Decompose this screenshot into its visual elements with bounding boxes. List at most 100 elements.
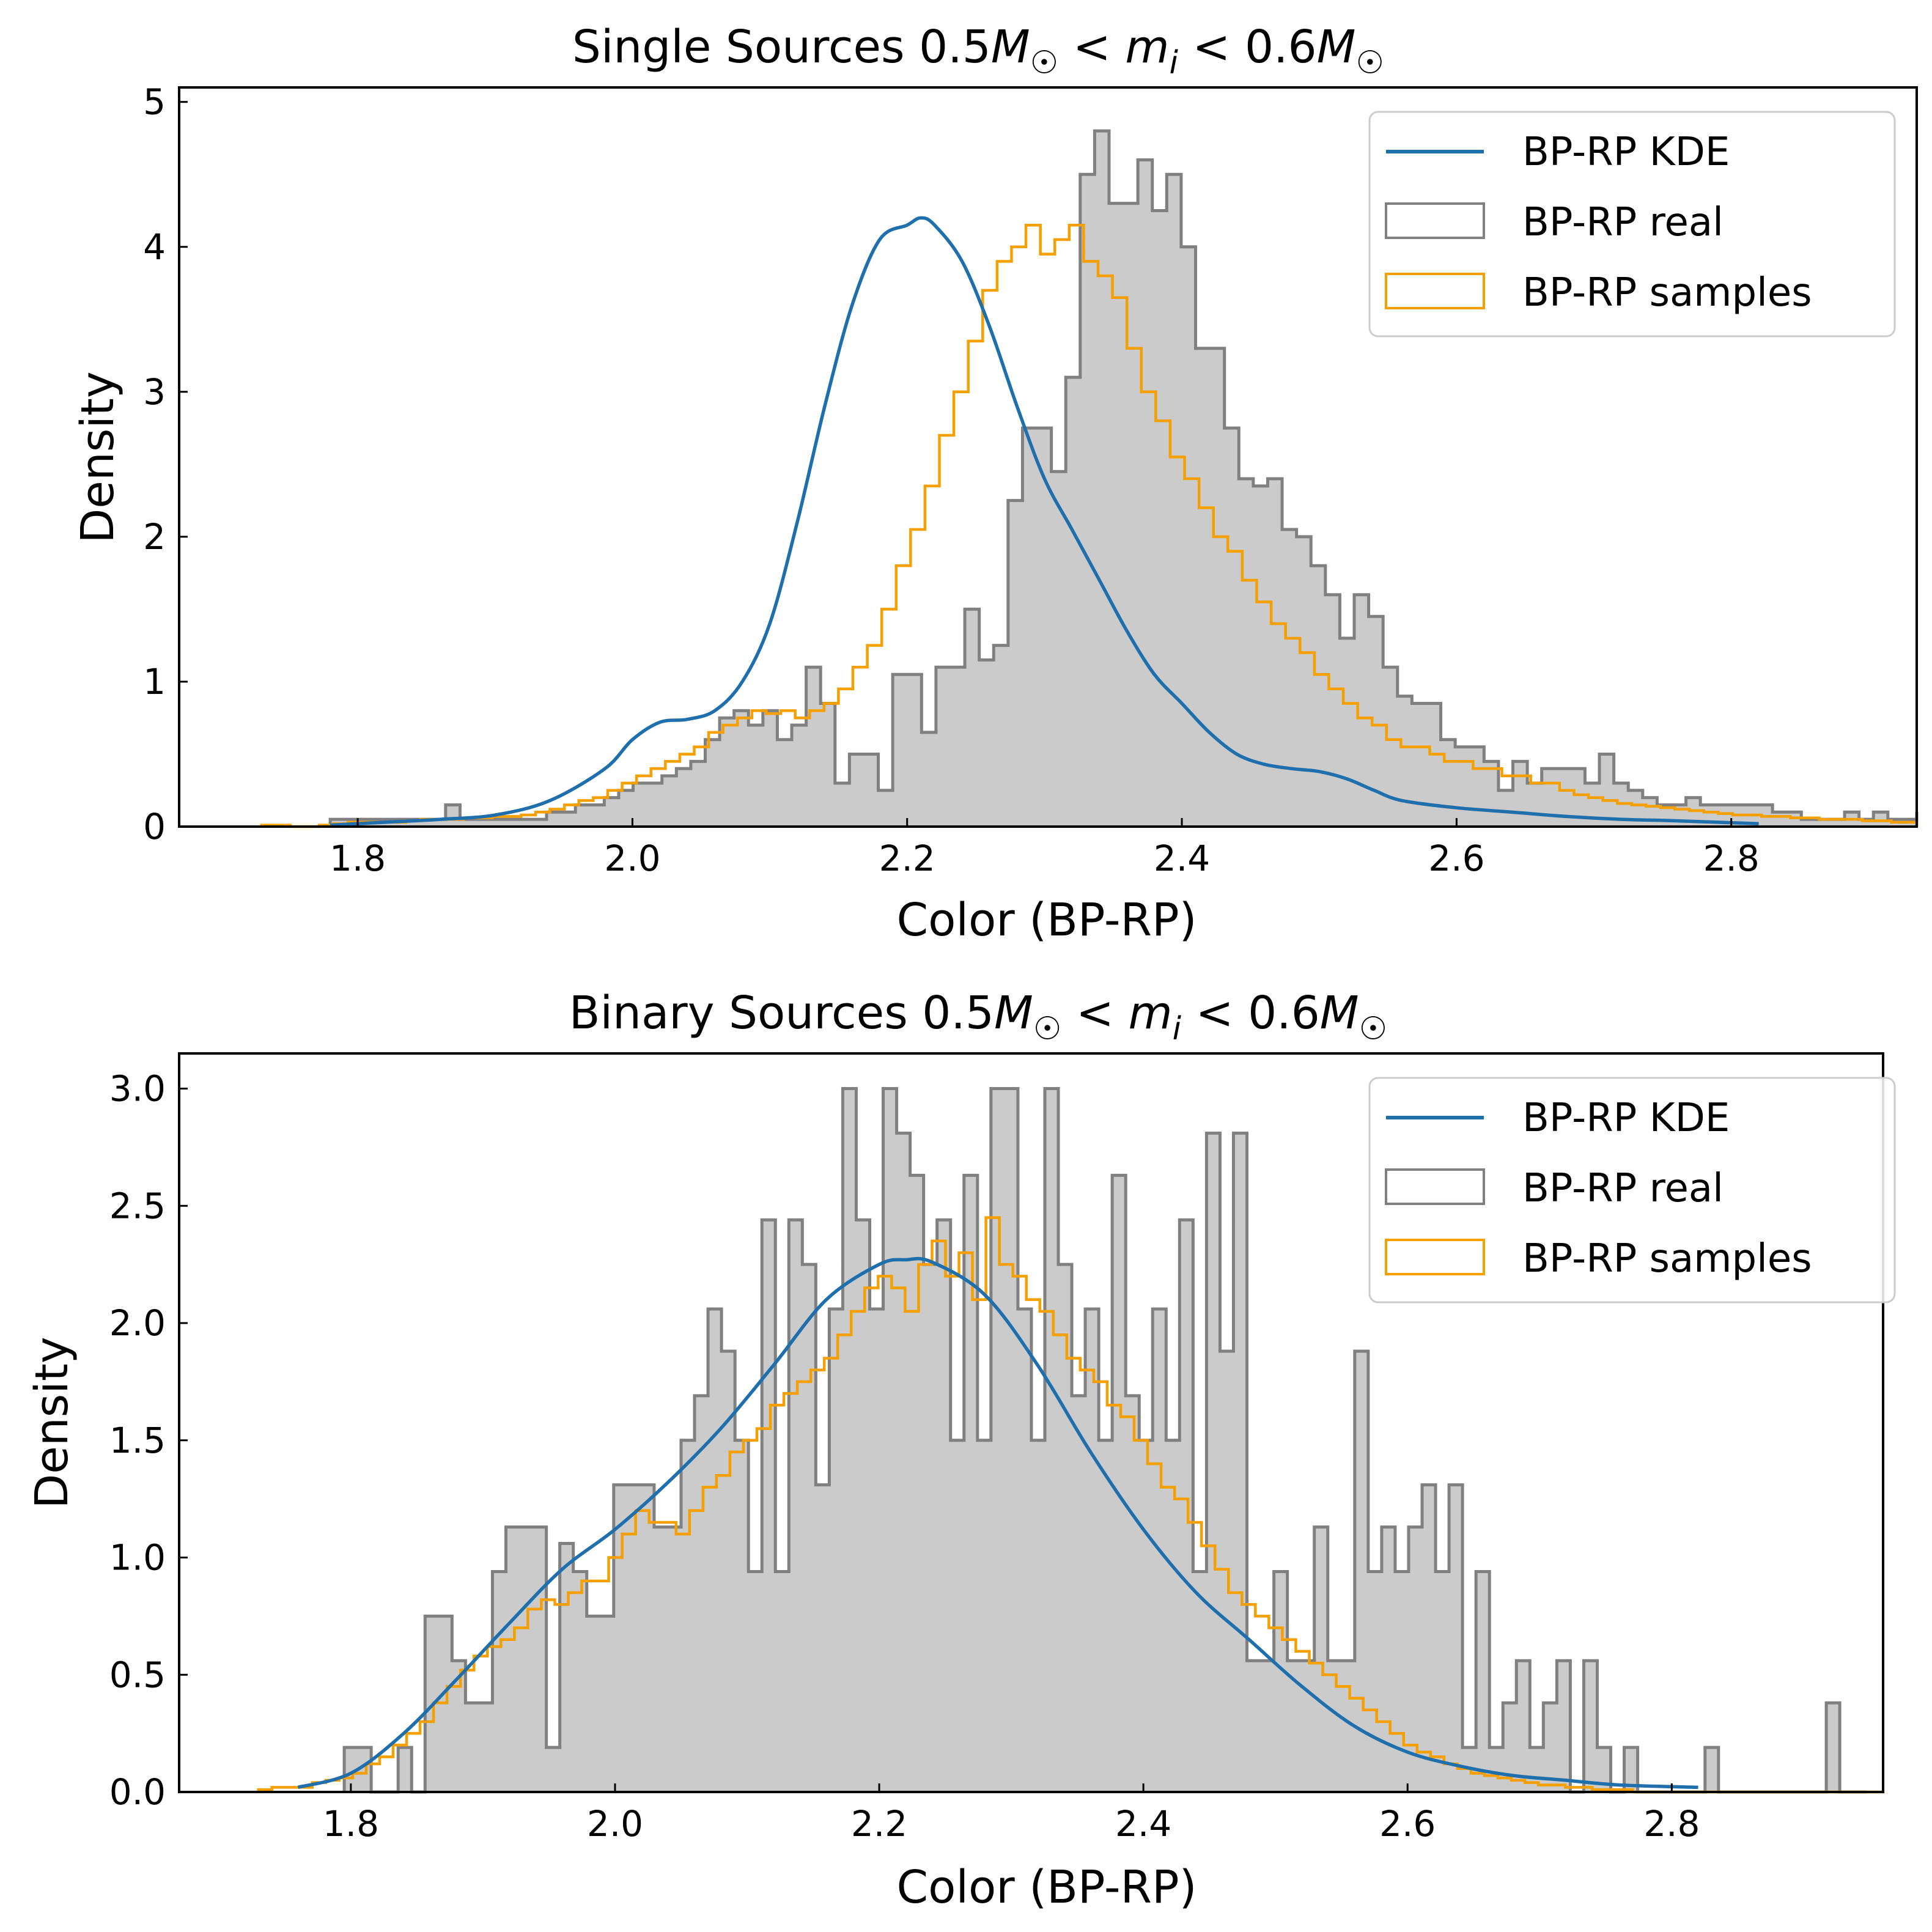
real-histogram-bar	[856, 1220, 870, 1792]
real-histogram-bar	[994, 645, 1009, 827]
real-histogram-bar	[1786, 812, 1802, 827]
real-histogram-bar	[1513, 761, 1528, 827]
real-histogram-bar	[1440, 739, 1456, 827]
real-histogram-bar	[1166, 1440, 1180, 1792]
real-histogram-bar	[1527, 783, 1543, 827]
real-histogram-bar	[1282, 529, 1297, 827]
legend-label-real: BP-RP real	[1522, 1166, 1724, 1211]
title-i: i	[1169, 45, 1178, 81]
real-histogram-bar	[829, 1309, 843, 1792]
y-tick-label: 1	[143, 661, 166, 702]
x-tick-label: 1.8	[330, 838, 386, 879]
real-histogram-bar	[1597, 1747, 1612, 1792]
real-histogram-bar	[1383, 667, 1398, 827]
real-histogram-bar	[1138, 160, 1153, 827]
real-histogram	[342, 1087, 1867, 1794]
kde-line	[330, 216, 1759, 827]
legend-label-kde: BP-RP KDE	[1522, 130, 1730, 175]
real-histogram-bar	[893, 674, 908, 827]
real-histogram-bar	[1325, 594, 1340, 827]
real-histogram-bar	[600, 1616, 614, 1792]
real-histogram-bar	[1801, 819, 1816, 827]
real-histogram-bar	[452, 1661, 466, 1792]
x-tick-label: 2.8	[1643, 1803, 1700, 1845]
real-histogram-bar	[1873, 812, 1889, 827]
real-histogram-bar	[586, 1616, 601, 1792]
real-histogram-bar	[1455, 747, 1470, 827]
real-histogram-bar	[792, 725, 807, 827]
legend-label-real: BP-RP real	[1522, 200, 1724, 245]
title-prefix: Binary Sources 0.5	[569, 987, 994, 1039]
title-sun2: ☉	[1359, 1011, 1388, 1047]
real-histogram-bar	[690, 761, 706, 827]
real-histogram-bar	[1642, 797, 1657, 827]
title-M2: M	[1317, 21, 1356, 73]
panel-single-sources: Single Sources 0.5M☉ < mi < 0.6M☉ 1.8 2.0…	[72, 21, 1919, 946]
real-histogram-bar	[604, 797, 619, 827]
real-histogram-bar	[613, 1484, 628, 1792]
x-tick-label: 2.4	[1154, 838, 1210, 879]
y-axis-label: Density	[26, 1337, 78, 1508]
real-histogram-bar	[1311, 566, 1326, 827]
real-histogram-bar	[748, 1571, 762, 1792]
samples-histogram-outline	[257, 1216, 1885, 1794]
real-histogram-bar	[1022, 428, 1038, 827]
real-histogram-bar	[1210, 348, 1225, 827]
real-histogram-bar	[344, 1747, 358, 1792]
real-histogram-bar	[1224, 428, 1239, 827]
real-histogram-bar	[950, 667, 965, 827]
real-histogram-bar	[695, 1395, 709, 1792]
y-tick-label: 0	[143, 806, 166, 847]
plot-frame	[178, 1052, 1884, 1793]
real-histogram-bar	[1044, 1088, 1059, 1792]
real-histogram-bar	[1599, 754, 1615, 827]
real-histogram-bar	[1489, 1747, 1503, 1792]
real-histogram-bar	[965, 609, 980, 827]
real-histogram-bar	[1484, 761, 1499, 827]
real-histogram-bar	[640, 1484, 655, 1792]
kde-curve	[297, 1256, 1698, 1790]
y-tick-label: 1.5	[109, 1420, 166, 1461]
legend-label-samples: BP-RP samples	[1522, 270, 1812, 315]
real-histogram-bar	[546, 812, 562, 827]
real-histogram-bar	[1516, 1661, 1530, 1792]
legend-samples-swatch	[1385, 1239, 1485, 1275]
real-histogram-bar	[1031, 1440, 1045, 1792]
real-histogram-bar	[1094, 131, 1110, 827]
real-histogram-bar	[1195, 348, 1211, 827]
real-histogram-bar	[633, 783, 648, 827]
real-histogram-bar	[1152, 210, 1167, 827]
real-histogram-bar	[1247, 1661, 1261, 1792]
real-histogram-bar	[517, 819, 533, 827]
y-tick-label: 1.0	[109, 1537, 166, 1579]
real-histogram-bar	[546, 1747, 561, 1792]
title-sun1: ☉	[1030, 45, 1059, 81]
x-tick-label: 2.2	[851, 1803, 907, 1845]
real-histogram-bar	[1395, 1571, 1409, 1792]
real-histogram-bar	[1557, 1661, 1571, 1792]
real-histogram-bar	[1179, 1220, 1193, 1792]
legend: BP-RP KDE BP-RP real BP-RP samples	[1368, 111, 1896, 337]
real-histogram-bar	[869, 1309, 884, 1792]
real-histogram-bar	[977, 1440, 992, 1792]
panel-binary-sources: Binary Sources 0.5M☉ < mi < 0.6M☉ 1.8 2.0…	[26, 987, 1896, 1914]
title-i: i	[1173, 1011, 1182, 1047]
y-tick-label: 0.0	[109, 1771, 166, 1813]
real-histogram-bar	[1058, 1264, 1072, 1792]
real-histogram-bar	[1287, 1661, 1302, 1792]
samples-histogram	[260, 223, 1919, 828]
real-histogram-bar	[990, 1088, 1005, 1792]
legend: BP-RP KDE BP-RP real BP-RP samples	[1368, 1077, 1896, 1303]
real-histogram-bar	[1239, 479, 1254, 827]
real-histogram-bar	[705, 739, 720, 827]
y-tick-label: 0.5	[109, 1654, 166, 1695]
title-lt: <	[1058, 21, 1125, 73]
real-histogram-bar	[1300, 1661, 1315, 1792]
real-histogram-bar	[910, 1175, 924, 1792]
real-histogram-bar	[1449, 1484, 1463, 1792]
real-histogram-bar	[479, 1703, 493, 1792]
real-histogram-bar	[806, 667, 821, 827]
x-tick-label: 2.4	[1115, 1803, 1171, 1845]
real-histogram-bar	[1193, 1571, 1207, 1792]
